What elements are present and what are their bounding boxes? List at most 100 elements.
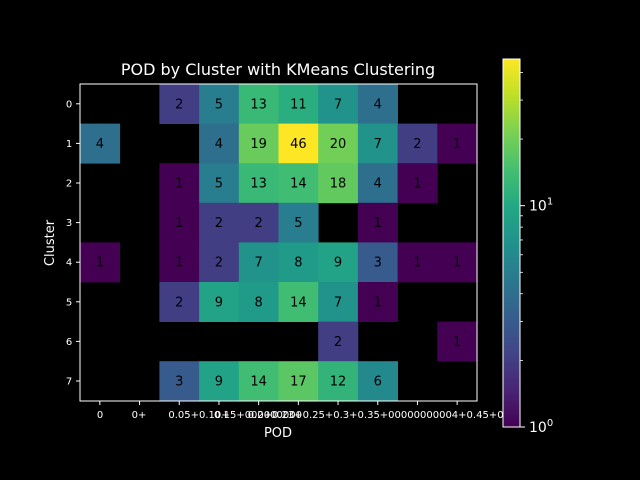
y-axis-label: Cluster: [43, 219, 58, 266]
cell-value-label: 18: [330, 177, 347, 192]
heatmap-cell: [278, 361, 319, 402]
cell-value-label: 9: [215, 295, 223, 310]
cell-value-label: 1: [453, 137, 461, 152]
heatmap-cell: [357, 163, 398, 204]
heatmap-cell: [318, 361, 359, 402]
x-tick-label: 0+: [132, 410, 147, 421]
cell-value-label: 20: [330, 137, 347, 152]
heatmap-cell: [278, 84, 319, 124]
cell-value-label: 8: [255, 295, 263, 310]
y-tick-label: 2: [66, 179, 72, 190]
heatmap-cell: [159, 163, 200, 204]
heatmap-cell: [159, 282, 200, 322]
cell-value-label: 9: [334, 256, 342, 271]
heatmap-cell: [238, 361, 279, 402]
heatmap-cell: [437, 242, 478, 283]
heatmap-cell: [238, 123, 279, 164]
cell-value-label: 2: [413, 137, 421, 152]
cell-value-label: 5: [294, 216, 302, 231]
y-tick-label: 7: [66, 377, 72, 388]
cell-value-label: 11: [290, 97, 307, 112]
cell-value-label: 4: [96, 137, 104, 152]
cell-value-label: 1: [374, 295, 382, 310]
cell-value-label: 1: [413, 177, 421, 192]
heatmap-cell: [318, 84, 359, 124]
heatmap-cell: [357, 123, 398, 164]
x-axis: 0 0+ 0.05+0.10+0.15+0000000000.2+0.23+0.25…: [97, 401, 519, 421]
cell-value-label: 14: [290, 177, 307, 192]
heatmap-cell: [318, 282, 359, 322]
cell-value-label: 7: [334, 295, 342, 310]
cell-value-label: 1: [453, 335, 461, 350]
heatmap-cell: [278, 202, 319, 243]
y-tick-label: 1: [66, 139, 72, 150]
cell-value-label: 1: [175, 177, 183, 192]
heatmap-cell: [278, 242, 319, 283]
cell-value-label: 2: [175, 295, 183, 310]
heatmap-cell: [199, 163, 240, 204]
cell-value-label: 8: [294, 256, 302, 271]
cell-value-label: 7: [374, 137, 382, 152]
heatmap-cell: [159, 202, 200, 243]
cell-value-label: 1: [175, 256, 183, 271]
heatmap-cell: [437, 321, 478, 362]
y-axis: 0 1 2 3 4 5 6 7: [66, 99, 80, 388]
heatmap-cell: [80, 242, 121, 283]
heatmap-cells: 2 5 13 11 7 44 4 19 46 20 7 2 11 5 13 14 18 4 11 2 2 5 11 1 2 7 8 9…: [80, 84, 478, 402]
cell-value-label: 1: [453, 256, 461, 271]
y-tick-label: 4: [66, 258, 72, 269]
cell-value-label: 14: [290, 295, 307, 310]
heatmap-cell: [238, 202, 279, 243]
heatmap-cell: [199, 242, 240, 283]
x-axis-label: POD: [264, 426, 292, 441]
heatmap-cell: [238, 242, 279, 283]
heatmap-cell: [357, 361, 398, 402]
heatmap-cell: [318, 163, 359, 204]
cell-value-label: 3: [175, 375, 183, 390]
heatmap-cell: [278, 282, 319, 322]
heatmap-cell: [357, 202, 398, 243]
cell-value-label: 3: [374, 256, 382, 271]
heatmap-cell: [199, 282, 240, 322]
cell-value-label: 2: [334, 335, 342, 350]
y-tick-label: 5: [66, 297, 72, 308]
cell-value-label: 2: [255, 216, 263, 231]
heatmap-cell: [357, 84, 398, 124]
heatmap-cell: [238, 163, 279, 204]
cell-value-label: 1: [374, 216, 382, 231]
heatmap-cell: [278, 123, 319, 164]
cell-value-label: 4: [374, 97, 382, 112]
heatmap-cell: [159, 242, 200, 283]
cell-value-label: 1: [413, 256, 421, 271]
heatmap-cell: [159, 84, 200, 124]
cell-value-label: 6: [374, 375, 382, 390]
heatmap-cell: [437, 123, 478, 164]
x-tick-label: 0.2+0.23+0.25+0.3+0.35+00000000004+0.45+…: [248, 410, 519, 421]
cell-value-label: 12: [330, 375, 347, 390]
heatmap-cell: [238, 282, 279, 322]
heatmap-cell: [318, 242, 359, 283]
cell-value-label: 13: [250, 177, 267, 192]
chart-title: POD by Cluster with KMeans Clustering: [121, 60, 435, 79]
heatmap-cell: [159, 361, 200, 402]
heatmap-cell: [238, 84, 279, 124]
heatmap-cell: [357, 282, 398, 322]
cell-value-label: 1: [175, 216, 183, 231]
x-tick-label: 0.15+000000000: [214, 410, 302, 421]
heatmap-cell: [278, 163, 319, 204]
y-tick-label: 3: [66, 218, 72, 229]
cell-value-label: 46: [290, 137, 307, 152]
heatmap-cell: [397, 163, 438, 204]
cell-value-label: 19: [250, 137, 267, 152]
x-tick-label: 0: [97, 410, 103, 421]
heatmap-cell: [199, 361, 240, 402]
heatmap-cell: [397, 242, 438, 283]
cell-value-label: 13: [250, 97, 267, 112]
heatmap-cell: [397, 123, 438, 164]
cell-value-label: 9: [215, 375, 223, 390]
heatmap-cell: [199, 202, 240, 243]
heatmap-cell: [318, 321, 359, 362]
x-tick-label: 0.05+0.10+: [168, 410, 229, 421]
